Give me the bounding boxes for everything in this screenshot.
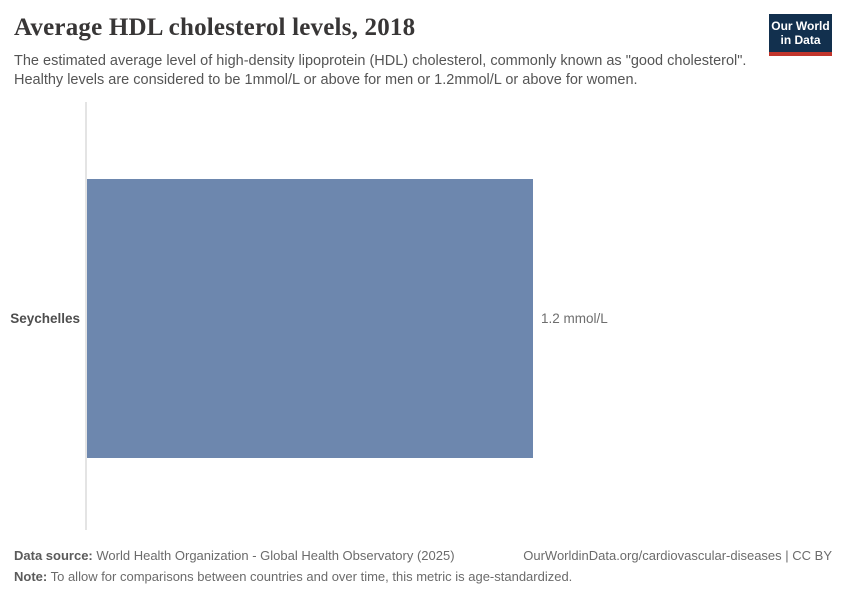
owid-logo-line1: Our World	[771, 19, 830, 33]
note-text: To allow for comparisons between countri…	[50, 569, 573, 584]
owid-logo[interactable]: Our World in Data	[769, 14, 832, 56]
citation-link[interactable]: OurWorldinData.org/cardiovascular-diseas…	[523, 548, 832, 563]
footer-source-row: Data source: World Health Organization -…	[14, 548, 832, 564]
data-source-text: World Health Organization - Global Healt…	[96, 548, 455, 563]
y-axis-line	[85, 102, 87, 530]
owid-logo-line2: in Data	[780, 33, 821, 47]
bar-value-label: 1.2 mmol/L	[541, 311, 608, 326]
entity-label-seychelles: Seychelles	[10, 311, 80, 326]
footer-note-row: Note: To allow for comparisons between c…	[14, 569, 832, 585]
page-title: Average HDL cholesterol levels, 2018	[14, 14, 416, 41]
chart-subtitle: The estimated average level of high-dens…	[14, 53, 747, 88]
bar-seychelles[interactable]	[87, 179, 533, 458]
data-source-label: Data source:	[14, 548, 93, 563]
note-label: Note:	[14, 569, 48, 584]
data-source: Data source: World Health Organization -…	[14, 548, 455, 564]
